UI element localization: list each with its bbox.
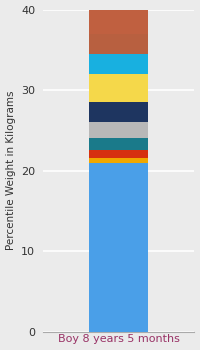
Bar [89, 9, 148, 34]
Bar [89, 162, 148, 332]
Bar [89, 122, 148, 138]
Bar [89, 54, 148, 74]
Bar [89, 102, 148, 122]
Bar [89, 138, 148, 150]
Bar [89, 150, 148, 158]
Bar [89, 158, 148, 162]
Bar [89, 34, 148, 54]
Y-axis label: Percentile Weight in Kilograms: Percentile Weight in Kilograms [6, 91, 16, 250]
Bar [89, 74, 148, 102]
